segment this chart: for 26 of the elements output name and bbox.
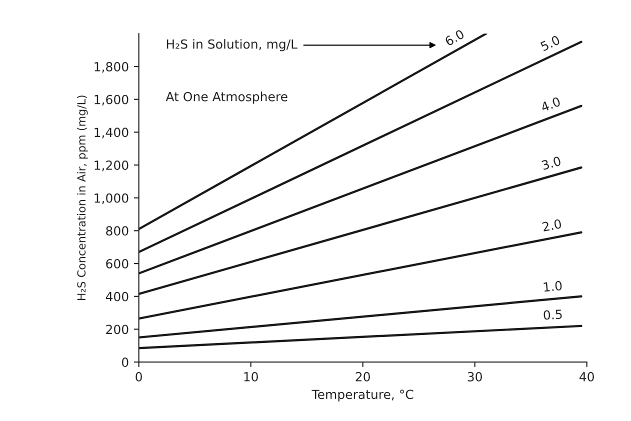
text: 6.0 <box>444 29 465 46</box>
x-tick-label: 20 <box>356 372 370 382</box>
y-tick-label: 0 <box>122 358 128 367</box>
x-axis-title: Temperature, °C <box>312 390 414 402</box>
y-tick-label: 1,800 <box>94 62 128 73</box>
y-tick-label: 1,000 <box>94 193 128 204</box>
y-tick-label: 200 <box>106 324 128 334</box>
x-tick-label: 0 <box>136 372 142 382</box>
y-tick-label: 800 <box>106 226 128 236</box>
text: 3.0 <box>541 156 562 170</box>
text: 1.0 <box>544 280 562 292</box>
text: 2.0 <box>542 218 562 232</box>
text: 4.0 <box>540 96 561 112</box>
annotation: H₂S in Solution, mg/L <box>166 39 298 52</box>
y-axis-title: H₂S Concentration in Air, ppm (mg/L) <box>77 96 88 300</box>
x-tick-label: 30 <box>468 372 482 382</box>
y-tick-label: 1,600 <box>94 94 128 106</box>
x-tick-label: 40 <box>579 372 594 382</box>
text: 5.0 <box>540 35 560 52</box>
y-tick-label: 600 <box>106 259 128 268</box>
series-label: 0.5 <box>544 309 562 320</box>
x-tick-label: 10 <box>244 372 258 382</box>
y-tick-label: 1,200 <box>94 160 128 172</box>
y-tick-label: 1,400 <box>94 128 128 138</box>
annotation: At One Atmosphere <box>166 92 288 104</box>
y-tick-label: 400 <box>106 292 128 302</box>
